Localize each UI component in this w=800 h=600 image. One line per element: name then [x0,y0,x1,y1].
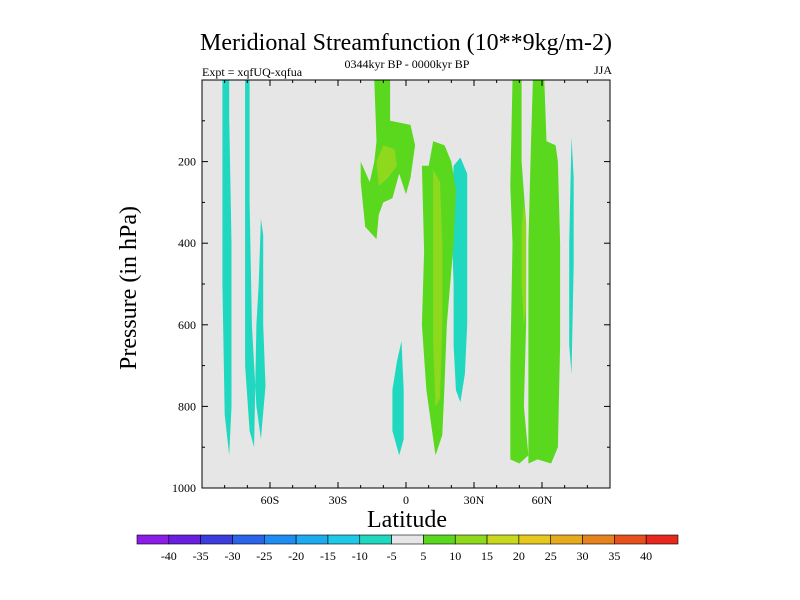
contour-region-pos-7 [510,80,529,464]
contour-region-neg-0 [222,80,232,456]
x-tick-label: 60N [532,493,553,507]
colorbar-label: 30 [577,549,589,563]
colorbar-swatch [295,534,329,545]
contour-region-pos-9 [376,145,397,187]
colorbar-swatch [359,534,392,545]
x-tick-label: 0 [403,493,409,507]
colorbar-swatch [263,534,297,545]
x-tick-label: 30N [464,493,485,507]
colorbar-label: 35 [608,549,620,563]
colorbar-label: 5 [420,549,426,563]
y-tick-label: 800 [178,399,196,413]
colorbar-label: -20 [288,549,304,563]
contour-region-neg-4 [569,137,574,374]
y-tick-label: 200 [178,155,196,169]
contour-region-neg-3 [451,157,468,403]
colorbar-swatch [136,534,170,545]
colorbar-label: -35 [193,549,209,563]
colorbar-label: -30 [224,549,240,563]
colorbar-swatch [582,534,615,545]
colorbar-label: 10 [449,549,461,563]
plot-area [201,79,611,489]
colorbar-label: -5 [387,549,397,563]
colorbar-swatch [550,534,583,545]
colorbar-label: -40 [161,549,177,563]
contour-region-pos-11 [521,202,527,325]
chart-subtitle-right: JJA [594,63,612,77]
chart-subtitle-center: 0344kyr BP - 0000kyr BP [345,57,470,71]
colorbar: -40 -35 -30 -25 -20 -15 -10 -5 5 10 15 20 25 30 35 40 [136,534,679,563]
x-tick-label: 60S [261,493,280,507]
colorbar-label: 25 [545,549,557,563]
colorbar-swatch [486,534,520,545]
contour-region-neg-2 [392,341,404,456]
colorbar-label: -15 [320,549,336,563]
colorbar-swatch [614,534,647,545]
axes: 60S 30S 0 30N 60N 200 400 600 800 1000 [172,80,610,507]
contour-region-pos-10 [433,169,443,407]
colorbar-label: 20 [513,549,525,563]
colorbar-label: 15 [481,549,493,563]
colorbar-swatch [168,534,201,545]
colorbar-swatch [327,534,361,545]
colorbar-swatch [645,534,679,545]
y-tick-label: 400 [178,236,196,250]
chart-title: Meridional Streamfunction (10**9kg/m-2) [200,30,612,56]
x-axis-label: Latitude [367,507,447,533]
y-axis-label: Pressure (in hPa) [116,206,142,370]
colorbar-label: 40 [640,549,652,563]
contour-region-neg-1 [245,80,266,448]
y-tick-label: 1000 [172,481,196,495]
colorbar-swatch [454,534,488,545]
x-tick-label: 30S [329,493,348,507]
colorbar-label: -25 [256,549,272,563]
contour-region-pos-8 [528,80,561,464]
colorbar-label: -10 [352,549,368,563]
colorbar-swatch [518,534,552,545]
chart-subtitle-left: Expt = xqfUQ-xqfua [202,65,303,79]
colorbar-swatch [391,534,424,545]
colorbar-swatch [232,534,265,545]
y-tick-label: 600 [178,318,196,332]
colorbar-swatch [423,534,456,545]
colorbar-swatch [200,534,233,545]
